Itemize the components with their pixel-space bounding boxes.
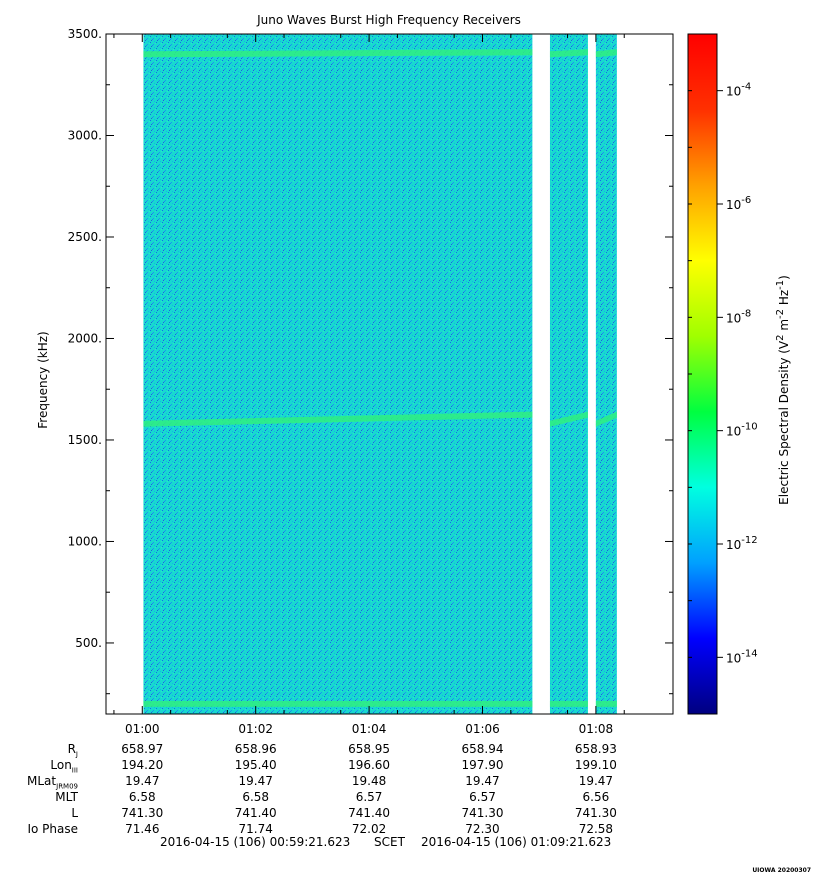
ephemeris-value: 6.56 [582,790,610,804]
ephemeris-label: RJ [67,742,78,759]
ephemeris-value: 19.47 [465,774,500,788]
ephemeris-value: 741.30 [461,806,504,820]
ephemeris-value: 71.74 [238,822,273,836]
ephemeris-value: 658.96 [234,742,277,756]
start-time: 2016-04-15 (106) 00:59:21.623 [160,835,351,849]
data-segment-1 [549,34,588,714]
y-tick-label: 500. [75,636,102,650]
chart-title: Juno Waves Burst High Frequency Receiver… [256,13,521,27]
colorbar-tick-label: 10-8 [726,308,751,325]
x-tick-label: 01:04 [352,722,387,736]
emission-band-2-1 [549,700,588,707]
emission-band-2-0 [143,700,533,707]
ephemeris-label: LonIII [50,758,78,775]
colorbar-axis: 10-4 10-6 10-8 10-10 10-12 10-14 [688,33,758,715]
x-tick-label: 01:02 [238,722,273,736]
ephemeris-value: 19.48 [351,774,387,788]
y-axis-label: Frequency (kHz) [36,331,50,428]
ephemeris-value: 199.10 [574,758,617,772]
y-tick-label: 2500. [68,230,102,244]
ephemeris-value: 6.57 [469,790,496,804]
emission-band-0-1 [549,49,588,58]
ephemeris-value: 6.57 [355,790,383,804]
ephemeris-value: 197.90 [461,758,504,772]
time-frame-label: SCET [374,835,405,849]
ephemeris-value: 658.94 [461,742,504,756]
ephemeris-value: 72.02 [351,822,387,836]
colorbar-tick-label: 10-14 [726,648,758,665]
ephemeris-value: 72.58 [578,822,614,836]
y-tick-label: 1500. [68,433,102,447]
y-axis: 500. 1000. 1500. 2000. 2500. 3000. 3500. [68,27,673,695]
ephemeris-value: 741.40 [348,806,391,820]
y-tick-label: 3500. [68,27,102,41]
x-axis: 01:00 01:02 01:04 01:06 01:08 [113,34,625,736]
ephemeris-value: 658.93 [574,742,617,756]
emission-band-1-1 [549,411,588,427]
x-tick-label: 01:08 [579,722,614,736]
ephemeris-value: 195.40 [234,758,277,772]
data-segments [143,34,617,714]
y-tick-label: 3000. [68,128,102,142]
emission-band-0-2 [595,49,617,58]
ephemeris-value: 19.47 [238,774,273,788]
y-tick-label: 1000. [68,534,102,548]
data-segment-0 [143,34,533,714]
emission-band-2-2 [595,700,617,707]
ephemeris-label: MLT [55,790,78,804]
colorbar-label: Electric Spectral Density (V2 m-2 Hz-1) [775,275,791,505]
end-time: 2016-04-15 (106) 01:09:21.623 [421,835,612,849]
data-segment-2 [595,34,617,714]
emission-bands [143,49,617,707]
ephemeris-value: 6.58 [128,790,156,804]
ephemeris-value: 194.20 [121,758,164,772]
ephemeris-value: 741.30 [121,806,164,820]
ephemeris-value: 19.47 [578,774,614,788]
ephemeris-value: 658.95 [348,742,391,756]
emission-band-1-2 [595,411,617,427]
ephemeris-value: 19.47 [125,774,160,788]
credit-stamp: UIOWA 20200307 [752,867,811,874]
y-tick-label: 2000. [68,331,102,345]
colorbar-tick-label: 10-10 [726,422,758,439]
colorbar [687,33,718,715]
ephemeris-value: 71.46 [125,822,160,836]
emission-band-1-0 [143,411,533,427]
ephemeris-value: 72.30 [465,822,500,836]
ephemeris-value: 6.58 [242,790,270,804]
ephemeris-value: 741.30 [574,806,617,820]
plot-frame [105,33,674,715]
ephemeris-label: MLatJRM09 [27,774,78,791]
colorbar-tick-label: 10-4 [726,82,751,99]
ephemeris-label: L [71,806,78,820]
ephemeris-value: 196.60 [348,758,391,772]
colorbar-tick-label: 10-12 [726,535,758,552]
emission-band-0-0 [143,49,533,58]
ephemeris-label: Io Phase [27,822,78,836]
ephemeris-value: 741.40 [234,806,277,820]
ephemeris-value: 658.97 [121,742,164,756]
x-tick-label: 01:00 [125,722,160,736]
colorbar-tick-label: 10-6 [726,195,751,212]
x-tick-label: 01:06 [465,722,500,736]
